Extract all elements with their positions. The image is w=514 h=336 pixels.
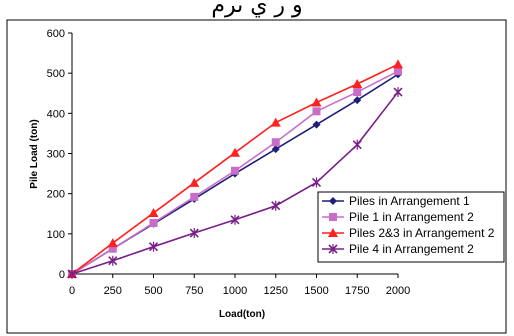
legend-marker: [328, 228, 338, 237]
data-point: [311, 177, 322, 188]
x-tick-label: 0: [69, 285, 75, 297]
y-tick-label: 500: [47, 68, 65, 80]
x-tick-label: 250: [104, 285, 122, 297]
data-point: [311, 97, 322, 107]
data-point: [312, 107, 321, 116]
legend-item: Pile 1 in Arrangement 2: [322, 210, 474, 224]
data-point: [148, 241, 159, 252]
series-4: [67, 87, 403, 279]
data-point: [353, 96, 362, 105]
y-tick-label: 300: [47, 149, 65, 161]
y-axis-title: Pile Load (ton): [29, 119, 40, 188]
data-point: [107, 238, 118, 248]
legend-label: Pile 4 in Arrangement 2: [349, 242, 474, 256]
data-point: [67, 269, 77, 279]
y-tick-label: 0: [59, 269, 65, 281]
legend-marker: [328, 244, 338, 254]
series-group: [67, 59, 403, 279]
data-point: [230, 214, 240, 225]
data-point: [312, 120, 321, 129]
data-point: [393, 87, 403, 98]
x-tick-label: 1250: [264, 285, 288, 297]
x-tick-label: 1000: [223, 285, 247, 297]
legend-label: Piles 2&3 in Arrangement 2: [349, 226, 495, 240]
y-tick-label: 600: [47, 28, 65, 40]
data-point: [148, 207, 159, 217]
data-point: [108, 255, 118, 266]
data-point: [231, 166, 239, 175]
data-point: [394, 67, 402, 76]
data-point: [270, 117, 281, 127]
data-point: [353, 88, 362, 97]
legend-marker: [329, 197, 337, 205]
y-tick-label: 400: [47, 108, 65, 120]
data-point: [149, 218, 158, 227]
x-tick-label: 1750: [345, 285, 369, 297]
data-point: [352, 139, 362, 150]
legend-box: [317, 191, 505, 263]
data-point: [230, 147, 240, 157]
legend-label: Pile 1 in Arrangement 2: [349, 210, 474, 224]
x-tick-label: 750: [185, 285, 203, 297]
data-point: [271, 138, 280, 147]
data-point: [189, 228, 199, 239]
x-tick-label: 500: [144, 285, 162, 297]
data-point: [271, 200, 281, 211]
data-point: [352, 79, 363, 89]
data-point: [271, 145, 280, 154]
series-2: [68, 67, 402, 278]
x-tick-label: 2000: [386, 285, 410, 297]
axis-ticks: 0 100 200 300 400 500 600 0 250 500 750 1000 1250 150…: [47, 28, 411, 297]
legend-label: Piles in Arrangement 1: [349, 194, 470, 208]
y-tick-label: 200: [47, 189, 65, 201]
data-point: [108, 244, 117, 253]
data-point: [190, 192, 199, 201]
legend-item: Piles in Arrangement 1: [322, 194, 470, 208]
chart-title-fragment: و ر ي ىرم: [211, 0, 302, 18]
chart-frame: [6, 19, 507, 334]
data-point: [393, 59, 403, 69]
x-tick-label: 1500: [304, 285, 328, 297]
legend-item: Pile 4 in Arrangement 2: [322, 242, 474, 256]
legend-item: Piles 2&3 in Arrangement 2: [322, 226, 495, 240]
legend: Piles in Arrangement 1 Pile 1 in Arrangem…: [317, 191, 505, 263]
x-axis-title: Load(ton): [219, 309, 265, 320]
data-point: [189, 177, 200, 187]
y-tick-label: 100: [47, 229, 65, 241]
legend-marker: [329, 213, 337, 221]
